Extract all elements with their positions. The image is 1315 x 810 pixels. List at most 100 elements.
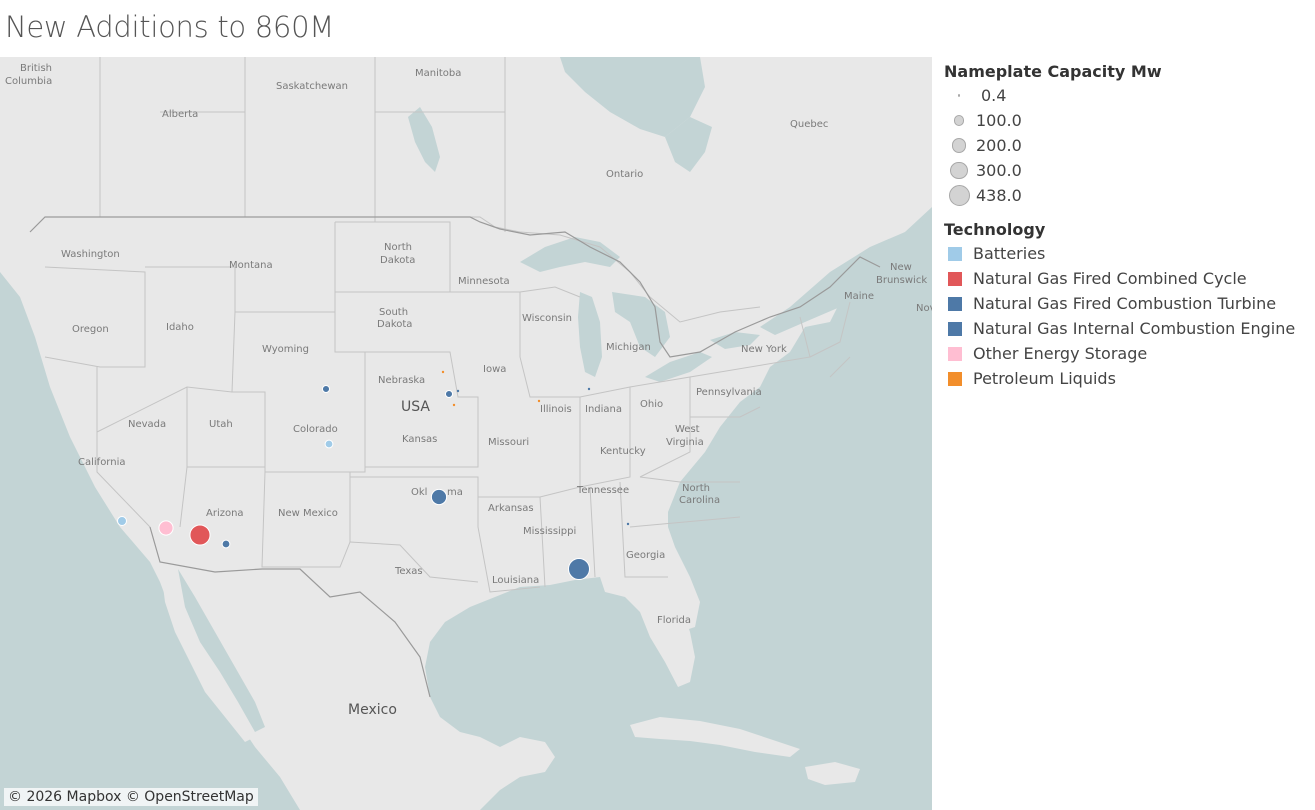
- admin-borders: [44, 57, 851, 698]
- water-gulf-of-california: [178, 569, 265, 732]
- legend-color-swatch: [948, 346, 962, 361]
- label-manitoba: Manitoba: [415, 68, 461, 79]
- map-labels: British Columbia Alberta Saskatchewan Ma…: [5, 63, 932, 718]
- label-kentucky: Kentucky: [600, 446, 646, 457]
- label-oklahoma-1: Okl: [411, 487, 427, 498]
- map-point-oklahoma[interactable]: [430, 488, 448, 506]
- label-quebec: Quebec: [790, 119, 828, 130]
- water-lake-winnipeg: [408, 107, 440, 172]
- label-nevada: Nevada: [128, 419, 166, 430]
- label-nc-1: North: [682, 483, 710, 494]
- legend-technology-item[interactable]: Batteries: [944, 241, 1314, 266]
- legend-technology-label: Natural Gas Fired Combined Cycle: [973, 269, 1247, 288]
- legend-size-circle: [944, 185, 974, 206]
- label-ns: Nov: [916, 303, 932, 314]
- land-baja: [160, 562, 255, 742]
- map-attribution[interactable]: © 2026 Mapbox © OpenStreetMap: [4, 788, 258, 806]
- land-north-america: [0, 57, 932, 810]
- legend-size-title: Nameplate Capacity Mw: [944, 62, 1162, 81]
- legend-size-item[interactable]: 0.4: [944, 83, 1314, 108]
- legend-technology-label: Other Energy Storage: [973, 344, 1148, 363]
- label-nb-1: New: [890, 262, 912, 273]
- legend-size-item[interactable]: 438.0: [944, 183, 1314, 208]
- legend-technology: Technology Batteries Natural Gas Fired Co…: [944, 220, 1314, 391]
- label-wyoming: Wyoming: [262, 344, 309, 355]
- legend-color-swatch: [948, 246, 962, 261]
- label-sd-2: Dakota: [377, 319, 412, 330]
- label-ohio: Ohio: [640, 399, 663, 410]
- legend-technology-item[interactable]: Natural Gas Internal Combustion Engine: [944, 316, 1314, 341]
- map-point-california-desert[interactable]: [158, 520, 174, 536]
- label-colorado: Colorado: [293, 424, 338, 435]
- legend-technology-label: Batteries: [973, 244, 1046, 263]
- label-usa: USA: [401, 399, 430, 415]
- label-wisconsin: Wisconsin: [522, 313, 572, 324]
- map-point-california-la[interactable]: [117, 516, 127, 526]
- border-canada-usa: [29, 216, 881, 358]
- legend-size-item[interactable]: 200.0: [944, 133, 1314, 158]
- land-hispaniola: [805, 762, 860, 785]
- map-point-illinois[interactable]: [537, 399, 541, 403]
- label-florida: Florida: [657, 615, 691, 626]
- legend-color-swatch: [948, 271, 962, 286]
- map-point-colorado[interactable]: [324, 439, 334, 449]
- legend-size-label: 200.0: [976, 136, 1022, 155]
- water-lake-erie: [645, 352, 712, 382]
- label-pennsylvania: Pennsylvania: [696, 387, 762, 398]
- label-idaho: Idaho: [166, 322, 194, 333]
- map-point-indiana[interactable]: [587, 387, 591, 391]
- map-point-mississippi-gulf[interactable]: [568, 558, 590, 580]
- map-point-iowa-omaha[interactable]: [444, 389, 454, 399]
- label-new-york: New York: [741, 344, 787, 355]
- legend-size-label: 300.0: [976, 161, 1022, 180]
- label-illinois: Illinois: [540, 404, 572, 415]
- label-michigan: Michigan: [606, 342, 651, 353]
- legend-size-label: 100.0: [976, 111, 1022, 130]
- legend-size-label: 0.4: [981, 86, 1007, 105]
- map-point-iowa-omaha-2[interactable]: [456, 389, 460, 393]
- label-wv-2: Virginia: [666, 437, 704, 448]
- label-ontario: Ontario: [606, 169, 643, 180]
- map-point-nebraska-east[interactable]: [441, 370, 445, 374]
- legend-size-item[interactable]: 100.0: [944, 108, 1314, 133]
- map-point-georgia-alabama[interactable]: [626, 522, 630, 526]
- legend-technology-item[interactable]: Natural Gas Fired Combustion Turbine: [944, 291, 1314, 316]
- legend-size-label: 438.0: [976, 186, 1022, 205]
- land-cuba: [630, 717, 800, 757]
- label-kansas: Kansas: [402, 434, 437, 445]
- label-new-mexico: New Mexico: [278, 508, 338, 519]
- legend-color-swatch: [948, 321, 962, 336]
- map-canvas[interactable]: British Columbia Alberta Saskatchewan Ma…: [0, 57, 932, 810]
- plant-points[interactable]: [117, 370, 630, 580]
- legend-size-item[interactable]: 300.0: [944, 158, 1314, 183]
- water-lake-ontario: [710, 332, 760, 349]
- map-point-wyoming-nebraska[interactable]: [321, 384, 331, 394]
- label-minnesota: Minnesota: [458, 276, 510, 287]
- dashboard-title: New Additions to 860M: [5, 10, 334, 44]
- water-lake-michigan: [578, 292, 602, 377]
- legend-technology-label: Natural Gas Fired Combustion Turbine: [973, 294, 1277, 313]
- label-montana: Montana: [229, 260, 273, 271]
- label-texas: Texas: [394, 566, 423, 577]
- legend-technology-item[interactable]: Natural Gas Fired Combined Cycle: [944, 266, 1314, 291]
- legend-size-circle: [944, 115, 974, 126]
- map-point-arizona-phoenix[interactable]: [189, 524, 211, 546]
- label-oklahoma-2: ma: [447, 487, 463, 498]
- label-mexico: Mexico: [348, 702, 397, 718]
- label-bc-1: British: [20, 63, 52, 74]
- map-view[interactable]: British Columbia Alberta Saskatchewan Ma…: [0, 57, 932, 810]
- map-point-kansas-east[interactable]: [452, 403, 456, 407]
- legend-size-circle: [944, 94, 960, 97]
- label-missouri: Missouri: [488, 437, 529, 448]
- legend-technology-item[interactable]: Petroleum Liquids: [944, 366, 1314, 391]
- legend-color-swatch: [948, 371, 962, 386]
- legend-technology-label: Natural Gas Internal Combustion Engine: [973, 319, 1296, 338]
- legend-technology-item[interactable]: Other Energy Storage: [944, 341, 1314, 366]
- legend-technology-title: Technology: [944, 220, 1046, 239]
- label-indiana: Indiana: [585, 404, 622, 415]
- label-louisiana: Louisiana: [492, 575, 539, 586]
- label-sd-1: South: [379, 307, 408, 318]
- water-hudson-bay: [560, 57, 705, 137]
- label-tennessee: Tennessee: [576, 485, 629, 496]
- map-point-arizona-tucson[interactable]: [221, 539, 231, 549]
